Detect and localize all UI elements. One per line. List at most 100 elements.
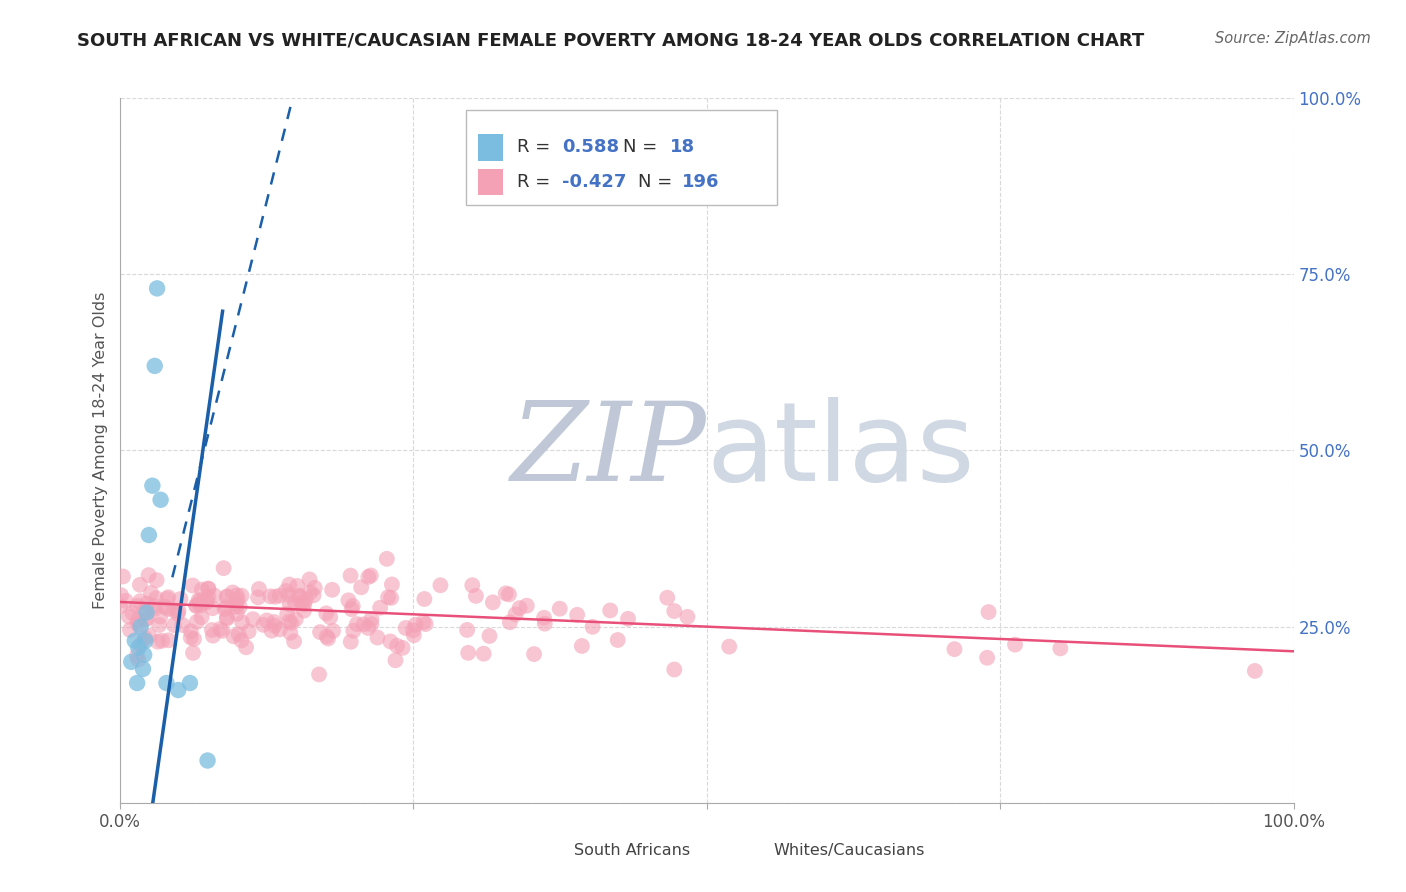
Point (143, 602, 166, 616)
Point (977, 605, 1000, 619)
Point (617, 612, 640, 626)
Point (129, 637, 152, 651)
Point (190, 599, 212, 613)
Point (110, 588, 132, 602)
Point (125, 599, 148, 613)
Point (231, 633, 253, 648)
Point (263, 618, 285, 632)
Point (385, 639, 408, 653)
Point (287, 579, 309, 593)
Point (284, 596, 307, 610)
Point (277, 588, 299, 602)
Point (195, 595, 218, 609)
Point (456, 623, 478, 637)
Point (134, 648, 156, 662)
Point (337, 593, 360, 607)
Point (322, 624, 344, 638)
Point (404, 617, 426, 632)
Point (181, 646, 204, 660)
Point (1004, 638, 1026, 652)
Point (664, 663, 686, 677)
Point (188, 597, 211, 611)
Point (350, 580, 373, 594)
Point (124, 633, 146, 648)
Point (1049, 641, 1071, 656)
FancyBboxPatch shape (536, 841, 562, 859)
Point (225, 588, 247, 602)
Point (146, 634, 169, 648)
Point (191, 582, 214, 597)
Point (197, 582, 219, 596)
Point (238, 624, 260, 639)
Point (135, 606, 157, 620)
Point (118, 609, 141, 624)
Point (284, 612, 307, 626)
Point (319, 610, 342, 624)
Point (247, 591, 270, 605)
FancyBboxPatch shape (735, 841, 762, 859)
Point (366, 631, 388, 645)
Point (357, 621, 380, 635)
Point (402, 624, 425, 638)
Point (391, 640, 413, 655)
Point (231, 615, 253, 630)
Point (134, 631, 156, 645)
Point (129, 594, 152, 608)
Point (295, 592, 318, 607)
Point (292, 604, 315, 618)
Point (664, 604, 686, 618)
Point (278, 625, 301, 640)
Point (167, 604, 190, 618)
Point (222, 629, 245, 643)
Point (316, 632, 339, 646)
Text: R =: R = (517, 173, 557, 191)
Point (157, 590, 180, 604)
Point (132, 606, 155, 620)
Point (197, 754, 219, 768)
Point (415, 617, 437, 632)
Point (150, 633, 173, 648)
Point (202, 589, 225, 603)
Point (226, 592, 249, 607)
Point (121, 606, 143, 620)
Point (197, 582, 219, 596)
Point (413, 592, 436, 607)
Point (134, 612, 156, 626)
Point (269, 589, 291, 603)
Point (360, 568, 382, 582)
Point (169, 592, 191, 607)
Point (163, 618, 186, 632)
Text: -0.427: -0.427 (562, 173, 627, 191)
Point (315, 629, 337, 643)
Text: N =: N = (638, 173, 679, 191)
Point (157, 633, 180, 648)
Point (380, 591, 402, 605)
Point (214, 600, 236, 615)
Point (302, 588, 325, 602)
Point (108, 599, 131, 614)
Point (179, 676, 201, 690)
Point (299, 585, 322, 599)
Point (167, 683, 190, 698)
Point (976, 650, 998, 665)
Point (127, 640, 149, 655)
Point (264, 590, 287, 604)
Point (280, 615, 302, 630)
Point (180, 631, 202, 645)
Point (195, 593, 218, 607)
Point (125, 648, 148, 663)
Point (357, 570, 380, 584)
Point (482, 595, 505, 609)
Point (412, 615, 434, 630)
Point (657, 591, 679, 605)
Point (288, 589, 311, 603)
Point (134, 633, 156, 648)
Point (461, 578, 484, 592)
Point (231, 589, 253, 603)
Point (429, 578, 451, 592)
Point (163, 603, 186, 617)
Text: Source: ZipAtlas.com: Source: ZipAtlas.com (1215, 31, 1371, 46)
Point (145, 573, 167, 587)
Point (548, 601, 571, 615)
Point (533, 616, 555, 631)
